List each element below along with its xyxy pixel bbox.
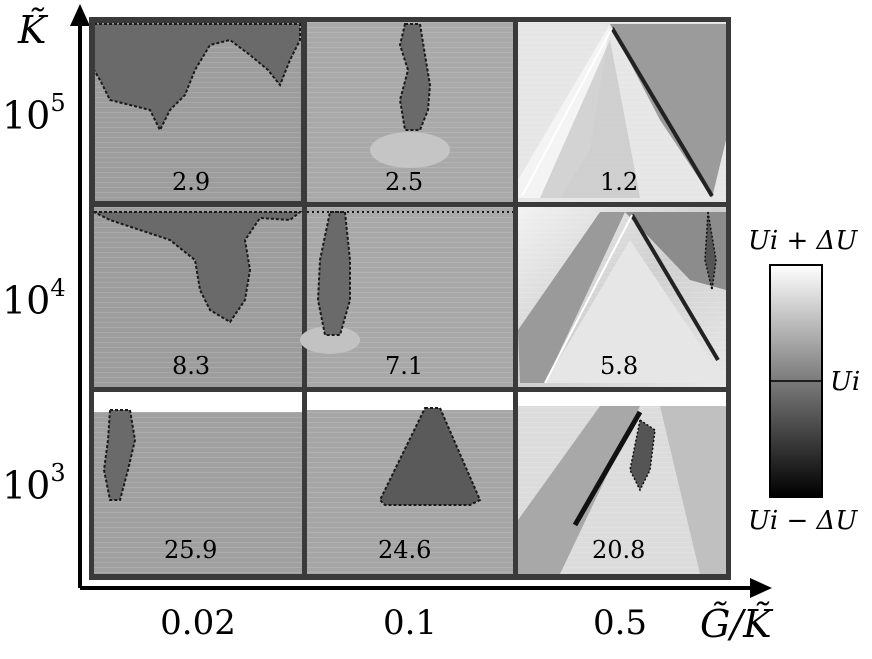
y-tick-label: 104 <box>2 274 66 323</box>
panel-value: 2.5 <box>385 168 424 196</box>
panel-r1-c1 <box>93 21 303 203</box>
panel-value: 8.3 <box>172 352 211 380</box>
y-axis <box>70 4 90 588</box>
y-axis-arrowhead <box>70 4 90 26</box>
y-tick-label: 103 <box>2 459 66 508</box>
panel-value: 7.1 <box>385 352 424 380</box>
panel-r3-c3 <box>518 392 726 574</box>
panel-r3-c2 <box>307 392 513 574</box>
colorbar-mid-label: Ui <box>830 367 861 397</box>
panel-r2-c2 <box>300 207 513 387</box>
panel-value: 25.9 <box>164 536 218 564</box>
panel-r2-c3 <box>518 207 726 387</box>
x-tick-label: 0.5 <box>592 603 648 643</box>
colorbar-top-label: Ui + ΔU <box>748 226 858 256</box>
panel-r2-c1 <box>93 207 303 387</box>
x-axis-arrowhead <box>750 578 772 598</box>
y-tick-label: 105 <box>2 89 66 138</box>
panel-r1-c2 <box>307 22 513 202</box>
colorbar <box>769 264 823 498</box>
panel-r1-c3 <box>518 22 726 202</box>
x-axis <box>80 578 772 598</box>
x-tick-label: 0.02 <box>160 603 236 643</box>
panel-value: 20.8 <box>592 536 646 564</box>
colorbar-bottom-label: Ui − ΔU <box>748 506 858 536</box>
x-tick-label: 0.1 <box>382 603 438 643</box>
panel-r3-c1 <box>94 392 302 574</box>
y-axis-title: K̃ <box>18 8 47 52</box>
x-axis-title: G̃/K̃ <box>700 602 772 646</box>
panel-value: 5.8 <box>600 352 639 380</box>
panel-value: 1.2 <box>600 168 639 196</box>
panel-value: 2.9 <box>172 168 211 196</box>
panel-value: 24.6 <box>378 536 432 564</box>
